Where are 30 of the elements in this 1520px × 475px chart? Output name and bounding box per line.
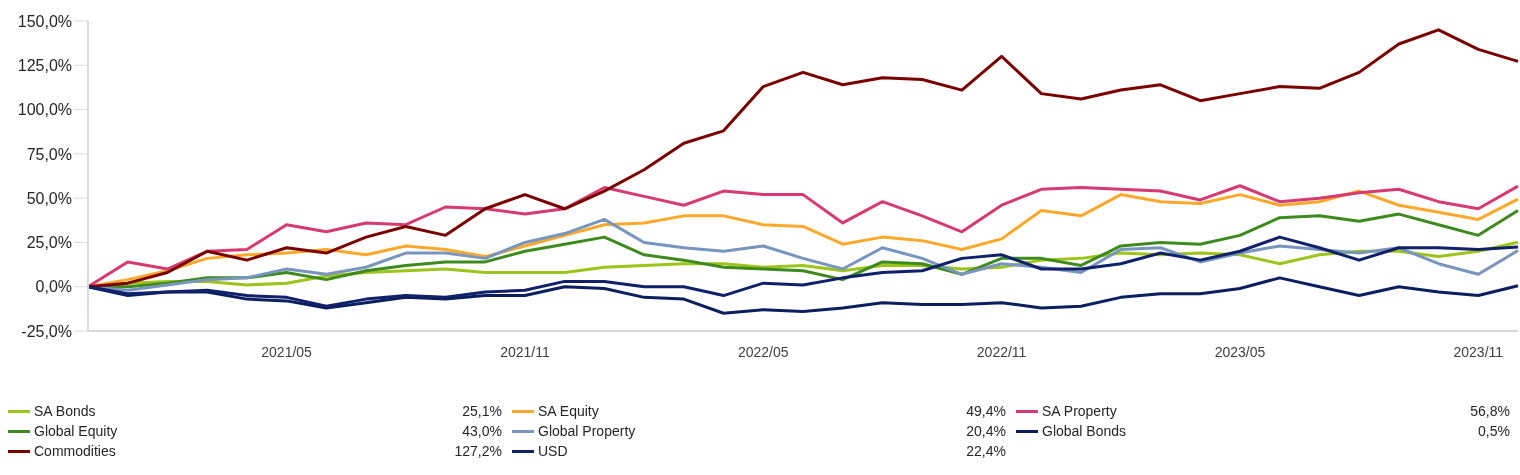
legend-label: Global Bonds [1042, 423, 1127, 439]
legend-label: SA Equity [538, 403, 599, 419]
legend-label: USD [538, 443, 568, 459]
x-tick-label: 2023/11 [1453, 343, 1504, 360]
legend-label: SA Property [1042, 403, 1117, 419]
x-tick-label: 2022/05 [737, 343, 789, 360]
text: 25,1% [462, 403, 502, 419]
legend-label: Global Equity [34, 423, 118, 439]
y-tick-label: -25,0% [21, 322, 72, 340]
x-tick-label: 2021/05 [261, 343, 313, 360]
legend-label: SA Bonds [34, 403, 96, 419]
y-tick-label: 100,0% [17, 101, 72, 119]
text: 43,0% [462, 423, 502, 439]
y-tick-label: 150,0% [17, 12, 72, 30]
y-tick-label: 50,0% [26, 189, 72, 207]
text: 20,4% [966, 423, 1006, 439]
text: 22,4% [966, 443, 1006, 459]
y-tick-label: 125,0% [17, 56, 72, 74]
x-tick-label: 2023/05 [1214, 343, 1266, 360]
x-tick-label: 2022/11 [976, 343, 1027, 360]
y-tick-label: 75,0% [26, 145, 72, 163]
text: 0,5% [1478, 423, 1510, 439]
y-tick-label: 25,0% [26, 234, 72, 252]
y-tick-label: 0,0% [35, 278, 72, 296]
legend-label: Global Property [538, 423, 636, 439]
text: 56,8% [1470, 403, 1510, 419]
x-tick-label: 2021/11 [500, 343, 550, 360]
text: 49,4% [966, 403, 1006, 419]
legend-label: Commodities [34, 443, 116, 459]
text: 127,2% [454, 443, 502, 459]
